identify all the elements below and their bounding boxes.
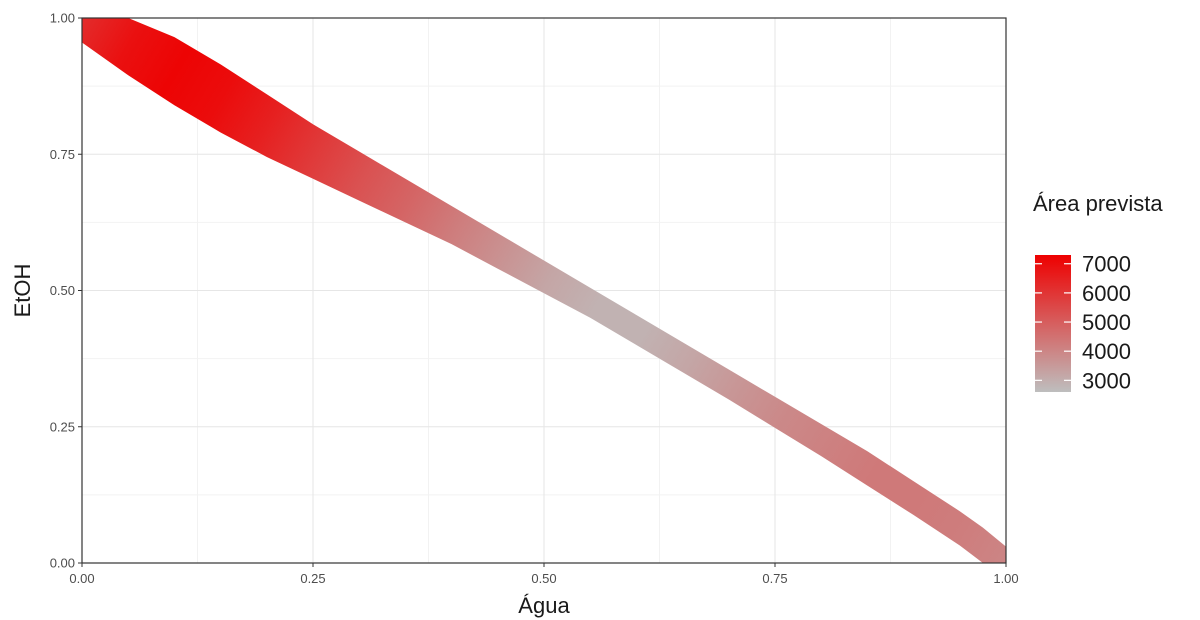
legend-label: 3000 xyxy=(1082,368,1131,393)
legend-colorbar xyxy=(1035,255,1071,392)
x-tick-label: 0.25 xyxy=(300,571,325,586)
legend-title: Área prevista xyxy=(1033,191,1163,216)
y-tick-label: 0.00 xyxy=(50,556,75,571)
y-tick-label: 0.25 xyxy=(50,419,75,434)
y-tick-label: 0.75 xyxy=(50,147,75,162)
y-tick-label: 0.50 xyxy=(50,283,75,298)
y-axis-title: EtOH xyxy=(10,264,35,318)
x-axis-ticks: 0.00 0.25 0.50 0.75 1.00 xyxy=(69,563,1019,586)
x-tick-label: 0.00 xyxy=(69,571,94,586)
x-tick-label: 0.75 xyxy=(762,571,787,586)
predicted-area-band xyxy=(82,18,1006,563)
legend-label: 7000 xyxy=(1082,252,1131,277)
y-tick-label: 1.00 xyxy=(50,11,75,26)
legend-label: 4000 xyxy=(1082,339,1131,364)
x-tick-label: 0.50 xyxy=(531,571,556,586)
x-axis-title: Água xyxy=(518,593,570,618)
legend: Área prevista 7000 6000 5000 4000 3000 xyxy=(1033,191,1163,393)
legend-label: 5000 xyxy=(1082,310,1131,335)
y-axis-ticks: 0.00 0.25 0.50 0.75 1.00 xyxy=(50,11,82,571)
x-tick-label: 1.00 xyxy=(993,571,1018,586)
legend-label: 6000 xyxy=(1082,281,1131,306)
